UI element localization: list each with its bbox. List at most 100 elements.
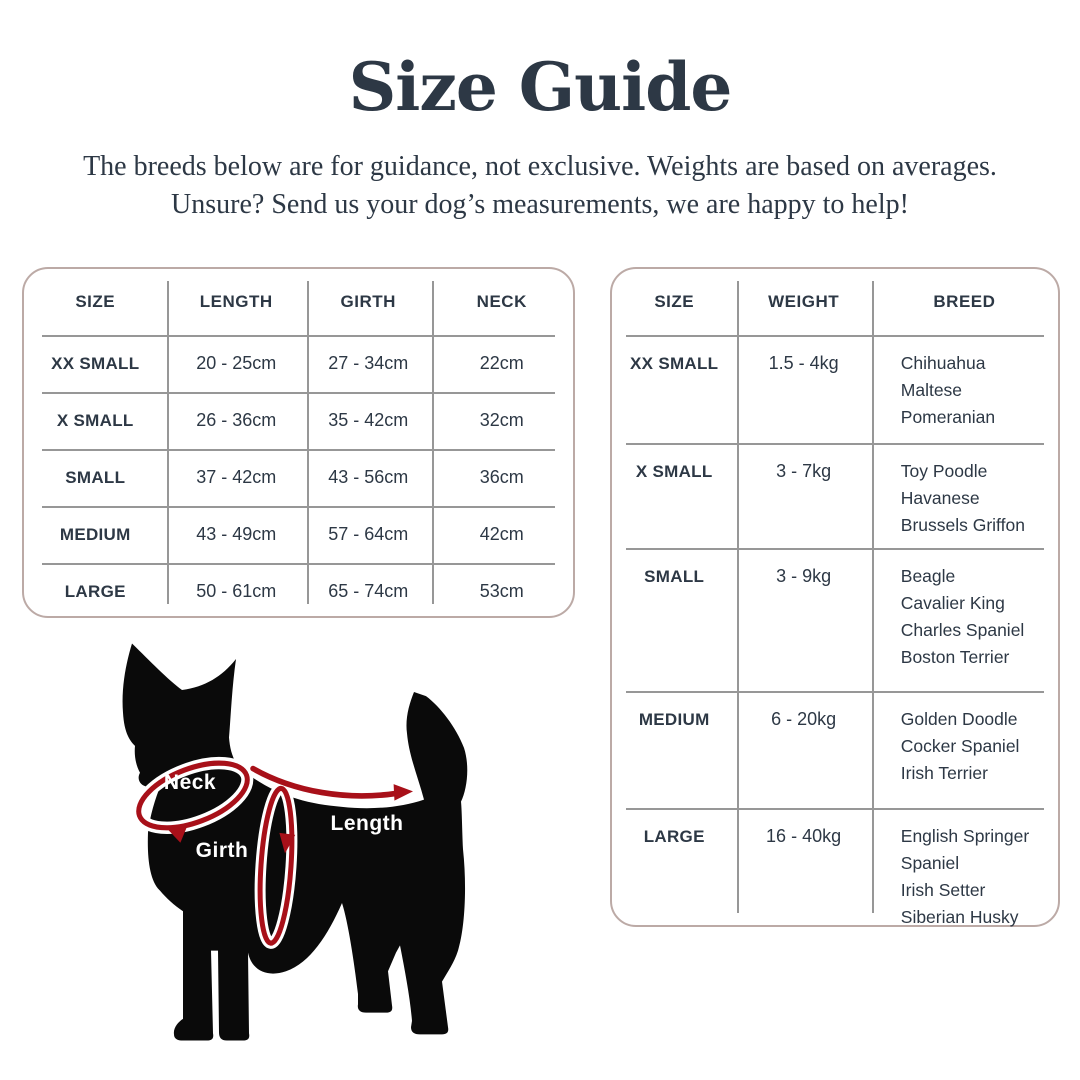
breed-line: Chihuahua (900, 353, 986, 373)
girth-cell: 65 - 74cm (328, 581, 409, 601)
row-divider (626, 443, 1044, 445)
breed-line: Golden Doodle (900, 709, 1018, 729)
neck-cell: 53cm (479, 581, 524, 601)
header-size: SIZE (654, 292, 695, 311)
row-divider (42, 335, 555, 337)
neck-label: Neck (163, 771, 217, 794)
subtitle-line-2: Unsure? Send us your dog’s measurements,… (171, 189, 909, 220)
table-row: XX SMALL 1.5 - 4kg Chihuahua Maltese Pom… (612, 335, 1058, 443)
table-row: X SMALL 3 - 7kg Toy Poodle Havanese Brus… (612, 443, 1058, 548)
column-divider (432, 281, 434, 604)
breed-line: Havanese (900, 488, 980, 508)
length-cell: 50 - 61cm (196, 581, 277, 601)
breed-line: Pomeranian (900, 407, 996, 427)
weight-cell: 6 - 20kg (771, 709, 837, 729)
breed-line: Cavalier King (900, 593, 1005, 613)
table-header-row: SIZE LENGTH GIRTH NECK (24, 269, 573, 335)
breed-cell: Beagle Cavalier King Charles Spaniel Bos… (871, 563, 1058, 671)
girth-cell: 27 - 34cm (328, 353, 409, 373)
length-measure-arrow (250, 765, 399, 799)
row-divider (42, 449, 555, 451)
table-row: MEDIUM 6 - 20kg Golden Doodle Cocker Spa… (612, 691, 1058, 808)
table-row: SMALL 37 - 42cm 43 - 56cm 36cm (24, 449, 573, 506)
length-cell: 37 - 42cm (196, 467, 277, 487)
breed-line: Irish Setter (900, 880, 986, 900)
header-breed: BREED (933, 292, 996, 311)
size-cell: XX SMALL (630, 354, 719, 373)
neck-cell: 32cm (479, 410, 524, 430)
size-cell: LARGE (64, 581, 126, 601)
column-divider (307, 281, 309, 604)
column-divider (737, 281, 739, 913)
girth-label: Girth (195, 839, 249, 862)
size-cell: SMALL (65, 467, 126, 487)
length-cell: 43 - 49cm (196, 524, 277, 544)
length-cell: 26 - 36cm (196, 410, 277, 430)
size-cell: X SMALL (635, 462, 713, 481)
neck-measure-arrow (136, 760, 250, 831)
header-length: LENGTH (199, 292, 273, 311)
length-arrowhead (393, 784, 413, 801)
neck-cell: 22cm (479, 353, 524, 373)
row-divider (626, 808, 1044, 810)
breed-line: Cocker Spaniel (900, 736, 1020, 756)
length-cell: 20 - 25cm (196, 353, 277, 373)
table-row: X SMALL 26 - 36cm 35 - 42cm 32cm (24, 392, 573, 449)
row-divider (626, 691, 1044, 693)
girth-cell: 43 - 56cm (328, 467, 409, 487)
row-divider (42, 506, 555, 508)
neck-cell: 42cm (479, 524, 524, 544)
girth-measure-arrow (257, 785, 295, 946)
weight-cell: 3 - 9kg (776, 566, 832, 586)
breed-line: Siberian Husky (900, 907, 1019, 927)
header-weight: WEIGHT (768, 292, 840, 311)
breed-cell: Golden Doodle Cocker Spaniel Irish Terri… (871, 706, 1058, 787)
girth-cell: 35 - 42cm (328, 410, 409, 430)
breed-line: English Springer (900, 826, 1030, 846)
header-size: SIZE (75, 292, 116, 311)
column-divider (167, 281, 169, 604)
dog-measurement-diagram (122, 643, 468, 1041)
row-divider (626, 548, 1044, 550)
size-cell: LARGE (643, 827, 705, 846)
neck-cell: 36cm (479, 467, 524, 487)
table-row: LARGE 50 - 61cm 65 - 74cm 53cm (24, 563, 573, 620)
table-row: SMALL 3 - 9kg Beagle Cavalier King Charl… (612, 548, 1058, 691)
table-row: MEDIUM 43 - 49cm 57 - 64cm 42cm (24, 506, 573, 563)
breed-line: Brussels Griffon (900, 515, 1025, 535)
page-title: Size Guide (348, 48, 733, 126)
size-cell: MEDIUM (638, 710, 710, 729)
weight-cell: 1.5 - 4kg (768, 353, 839, 373)
measurement-table: SIZE LENGTH GIRTH NECK XX SMALL 20 - 25c… (22, 267, 575, 618)
table-header-row: SIZE WEIGHT BREED (612, 269, 1058, 335)
column-divider (872, 281, 874, 913)
header-girth: GIRTH (340, 292, 396, 311)
breed-table: SIZE WEIGHT BREED XX SMALL 1.5 - 4kg Chi… (610, 267, 1060, 927)
breed-line: Spaniel (900, 853, 960, 873)
weight-cell: 3 - 7kg (776, 461, 832, 481)
table-row: XX SMALL 20 - 25cm 27 - 34cm 22cm (24, 335, 573, 392)
size-cell: MEDIUM (59, 524, 131, 544)
breed-line: Beagle (900, 566, 956, 586)
row-divider (626, 335, 1044, 337)
size-cell: X SMALL (56, 410, 134, 430)
page-subtitle: The breeds below are for guidance, not e… (0, 148, 1080, 224)
length-label: Length (330, 812, 404, 835)
row-divider (42, 392, 555, 394)
breed-cell: English Springer Spaniel Irish Setter Si… (871, 823, 1058, 931)
breed-line: Boston Terrier (900, 647, 1010, 667)
breed-cell: Toy Poodle Havanese Brussels Griffon (871, 458, 1058, 539)
breed-line: Irish Terrier (900, 763, 988, 783)
size-cell: SMALL (644, 567, 705, 586)
breed-line: Charles Spaniel (900, 620, 1025, 640)
subtitle-line-1: The breeds below are for guidance, not e… (83, 151, 997, 182)
breed-line: Toy Poodle (900, 461, 988, 481)
neck-arrowhead (166, 827, 187, 843)
girth-arrowhead (279, 832, 296, 854)
breed-cell: Chihuahua Maltese Pomeranian (871, 350, 1058, 431)
breed-line: Maltese (900, 380, 963, 400)
weight-cell: 16 - 40kg (766, 826, 842, 846)
table-row: LARGE 16 - 40kg English Springer Spaniel… (612, 808, 1058, 927)
row-divider (42, 563, 555, 565)
size-cell: XX SMALL (51, 353, 140, 373)
